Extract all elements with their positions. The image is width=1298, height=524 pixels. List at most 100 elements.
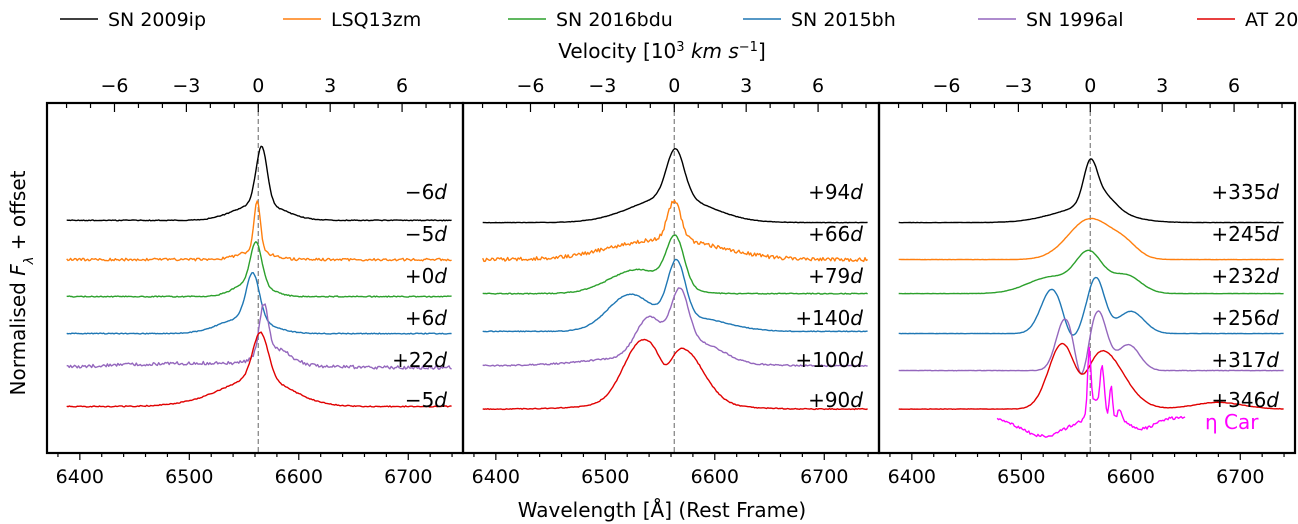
legend-label-1: LSQ13zm [331, 9, 421, 31]
velocity-label-close: ] [758, 39, 766, 63]
spectrum-at-2016jbu [482, 338, 868, 411]
velocity-tick-label: 0 [668, 75, 680, 97]
x-tick-label: 6600 [275, 466, 323, 488]
velocity-tick-label: −6 [516, 75, 544, 97]
velocity-tick-label: 3 [1156, 75, 1168, 97]
phase-label: +66d [808, 222, 863, 246]
chart-legend: SN 2009ip LSQ13zm SN 2016bdu SN 2015bh SN 19… [60, 9, 1298, 31]
phase-label: +22d [392, 348, 447, 372]
spectrum-sn-2009ip [66, 145, 452, 222]
phase-label: +100d [795, 348, 863, 372]
phase-unit: d [850, 180, 863, 204]
spectra [898, 158, 1284, 438]
phase-value: +66 [808, 222, 850, 246]
legend-label-0: SN 2009ip [108, 9, 206, 31]
ylabel-sub: λ [22, 257, 37, 266]
phase-unit: d [434, 180, 447, 204]
spectrum--car [996, 346, 1186, 438]
phase-label: +346d [1211, 388, 1279, 412]
x-tick-label: 6700 [1216, 466, 1264, 488]
phase-unit: d [850, 388, 863, 412]
velocity-label-exp: 3 [676, 40, 684, 55]
phase-label: +6d [405, 306, 447, 330]
legend-label-4: SN 1996al [1026, 9, 1124, 31]
phase-value: +317 [1211, 348, 1266, 372]
phase-label: +140d [795, 306, 863, 330]
phase-label: −5d [405, 388, 447, 412]
phase-unit: d [1266, 306, 1279, 330]
phase-label: +335d [1211, 180, 1279, 204]
velocity-tick-label: 6 [1228, 75, 1240, 97]
phase-label: +256d [1211, 306, 1279, 330]
spectrum-label: η Car [1205, 410, 1259, 434]
phase-label: +317d [1211, 348, 1279, 372]
velocity-label-units: km s [691, 39, 739, 63]
y-axis-label: Normalised Fλ + offset [6, 170, 37, 395]
x-tick-label: 6700 [384, 466, 432, 488]
spectrum-sn-2016bdu [898, 249, 1284, 295]
phase-unit: d [1266, 264, 1279, 288]
spectrum-at-2016jbu [66, 331, 452, 408]
phase-unit: d [434, 388, 447, 412]
velocity-label-units-exp: −1 [739, 40, 758, 55]
phase-unit: d [434, 222, 447, 246]
panel-frame [45, 101, 465, 455]
velocity-tick-label: −3 [588, 75, 616, 97]
velocity-axis-label: Velocity [103 km s−1] [558, 39, 766, 63]
velocity-tick-label: 3 [324, 75, 336, 97]
spectrum-sn-2009ip [482, 147, 868, 224]
phase-value: +94 [808, 180, 850, 204]
spectrum-lsq13zm [898, 217, 1284, 261]
phase-unit: d [850, 306, 863, 330]
spectrum-lsq13zm [482, 199, 868, 263]
spectrum-sn-2009ip [898, 158, 1284, 224]
legend-label-5: AT 2016jbu [1245, 9, 1298, 31]
velocity-tick-label: 0 [1084, 75, 1096, 97]
phase-label: +0d [405, 264, 447, 288]
spectrum-sn-1996al [66, 303, 452, 370]
velocity-tick-label: −6 [932, 75, 960, 97]
phase-unit: d [850, 222, 863, 246]
phase-unit: d [434, 348, 447, 372]
velocity-tick-label: 3 [740, 75, 752, 97]
x-tick-label: 6600 [691, 466, 739, 488]
phase-unit: d [1266, 180, 1279, 204]
phase-value: +245 [1211, 222, 1266, 246]
phase-label: +79d [808, 264, 863, 288]
spectra [482, 147, 868, 411]
x-tick-label: 6700 [800, 466, 848, 488]
phase-unit: d [1266, 388, 1279, 412]
spectra [66, 145, 452, 408]
spectrum-sn-2015bh [66, 272, 452, 335]
phase-unit: d [1266, 348, 1279, 372]
phase-value: +0 [405, 264, 434, 288]
spectrum-sn-2016bdu [482, 234, 868, 295]
spectrum-sn-1996al [482, 287, 868, 368]
ylabel-text: Normalised [6, 276, 30, 396]
legend-label-3: SN 2015bh [791, 9, 896, 31]
phase-unit: d [434, 306, 447, 330]
x-tick-label: 6500 [165, 466, 213, 488]
phase-value: −6 [405, 180, 434, 204]
velocity-tick-label: 0 [252, 75, 264, 97]
phase-value: +90 [808, 388, 850, 412]
ylabel-f: F [6, 264, 30, 276]
velocity-tick-label: −3 [172, 75, 200, 97]
phase-unit: d [850, 348, 863, 372]
phase-value: +22 [392, 348, 434, 372]
phase-unit: d [1266, 222, 1279, 246]
spectrum-sn-2015bh [898, 276, 1284, 336]
phase-value: −5 [405, 388, 434, 412]
x-tick-label: 6500 [581, 466, 629, 488]
phase-label: −6d [405, 180, 447, 204]
x-axis-label: Wavelength [Å] (Rest Frame) [518, 498, 807, 522]
phase-value: +140 [795, 306, 850, 330]
spectrum-lsq13zm [66, 200, 452, 262]
phase-label: +245d [1211, 222, 1279, 246]
phase-value: +232 [1211, 264, 1266, 288]
phase-unit: d [850, 264, 863, 288]
